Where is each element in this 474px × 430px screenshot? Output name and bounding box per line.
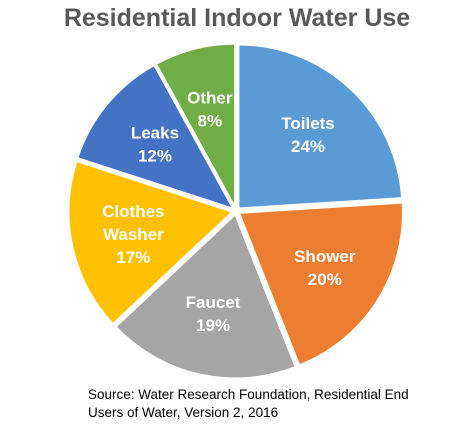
slice-percent: 8%: [198, 112, 223, 131]
slice-label-other: Other 8%: [187, 89, 233, 131]
slice-label-shower: Shower 20%: [294, 247, 356, 289]
source-line-1: Source: Water Research Foundation, Resid…: [88, 387, 409, 402]
slice-label-toilets: Toilets 24%: [281, 114, 335, 156]
slice-name: Washer: [103, 225, 164, 244]
slice-name: Leaks: [131, 123, 179, 142]
pie-slice-shower: [237, 201, 404, 367]
pie-slice-toilets: [237, 43, 404, 210]
slice-percent: 19%: [196, 316, 230, 335]
slice-name: Shower: [294, 247, 356, 266]
slice-percent: 24%: [291, 137, 325, 156]
pie-slice-leaks: [76, 63, 236, 211]
slice-name: Clothes: [102, 202, 164, 221]
slice-percent: 12%: [138, 146, 172, 165]
pie-chart: Toilets 24% Shower 20% Faucet 19% Clothes Washe…: [67, 42, 404, 380]
source-line-2: Users of Water, Version 2, 2016: [88, 405, 279, 420]
chart-title: Residential Indoor Water Use: [63, 4, 411, 32]
slice-name: Other: [187, 89, 233, 108]
slice-percent: 20%: [308, 270, 342, 289]
slice-label-faucet: Faucet 19%: [186, 293, 241, 335]
pie-slice-clothes-washer: [67, 159, 235, 326]
pie-slice-other: [154, 42, 237, 209]
source-note: Source: Water Research Foundation, Resid…: [88, 386, 468, 422]
slice-label-clothes-washer: Clothes Washer 17%: [102, 202, 164, 267]
slice-name: Toilets: [281, 114, 335, 133]
slice-name: Faucet: [186, 293, 241, 312]
slice-label-leaks: Leaks 12%: [131, 123, 179, 165]
pie-slice-faucet: [114, 212, 297, 380]
slice-percent: 17%: [116, 248, 150, 267]
